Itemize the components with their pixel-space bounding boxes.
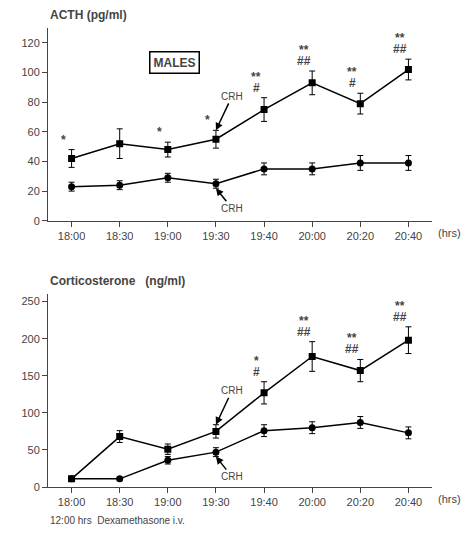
svg-text:12:00 hrs Dexamethasone i.v.: 12:00 hrs Dexamethasone i.v.	[50, 515, 185, 526]
svg-text:CRH: CRH	[221, 471, 243, 482]
svg-text:MALES: MALES	[154, 56, 196, 70]
svg-text:##: ##	[345, 342, 359, 356]
svg-text:*: *	[254, 354, 259, 368]
svg-text:19:30: 19:30	[202, 230, 230, 242]
svg-text:*: *	[205, 113, 210, 127]
svg-text:##: ##	[393, 310, 407, 324]
svg-text:100: 100	[21, 66, 39, 78]
svg-text:20:00: 20:00	[298, 496, 326, 508]
svg-text:**: **	[395, 299, 405, 313]
svg-text:*: *	[157, 125, 162, 139]
svg-text:#: #	[349, 76, 356, 90]
svg-text:19:40: 19:40	[250, 496, 278, 508]
svg-text:19:40: 19:40	[250, 230, 278, 242]
svg-text:ACTH (pg/ml): ACTH (pg/ml)	[50, 8, 127, 22]
svg-text:80: 80	[28, 96, 40, 108]
svg-text:**: **	[347, 65, 357, 79]
svg-text:40: 40	[28, 155, 40, 167]
svg-text:##: ##	[393, 42, 407, 56]
svg-text:(hrs): (hrs)	[438, 493, 461, 505]
svg-text:20:20: 20:20	[347, 230, 375, 242]
svg-text:0: 0	[34, 215, 40, 227]
svg-text:**: **	[347, 331, 357, 345]
svg-text:##: ##	[297, 54, 311, 68]
svg-text:Corticosterone (ng/ml): Corticosterone (ng/ml)	[50, 274, 185, 288]
svg-text:18:00: 18:00	[58, 496, 86, 508]
svg-text:50: 50	[28, 444, 40, 456]
svg-text:100: 100	[21, 407, 39, 419]
svg-text:CRH: CRH	[221, 91, 243, 102]
svg-text:18:30: 18:30	[106, 496, 134, 508]
svg-text:20:00: 20:00	[298, 230, 326, 242]
svg-text:18:30: 18:30	[106, 230, 134, 242]
svg-text:**: **	[251, 70, 261, 84]
svg-text:(hrs): (hrs)	[438, 227, 461, 239]
svg-text:##: ##	[297, 325, 311, 339]
svg-text:19:00: 19:00	[154, 230, 182, 242]
svg-text:**: **	[299, 43, 309, 57]
svg-text:120: 120	[21, 37, 39, 49]
svg-text:20:40: 20:40	[395, 230, 423, 242]
svg-text:250: 250	[21, 295, 39, 307]
svg-text:60: 60	[28, 126, 40, 138]
svg-text:CRH: CRH	[221, 203, 243, 214]
svg-text:19:00: 19:00	[154, 496, 182, 508]
svg-text:20:20: 20:20	[347, 496, 375, 508]
svg-text:19:30: 19:30	[202, 496, 230, 508]
svg-text:#: #	[253, 365, 260, 379]
svg-text:150: 150	[21, 370, 39, 382]
svg-text:**: **	[299, 314, 309, 328]
svg-text:200: 200	[21, 333, 39, 345]
svg-text:20:40: 20:40	[395, 496, 423, 508]
svg-text:20: 20	[28, 185, 40, 197]
svg-text:#: #	[253, 81, 260, 95]
svg-text:CRH: CRH	[221, 385, 243, 396]
svg-text:18:00: 18:00	[58, 230, 86, 242]
svg-text:0: 0	[34, 481, 40, 493]
svg-text:**: **	[395, 31, 405, 45]
svg-text:*: *	[61, 133, 66, 147]
